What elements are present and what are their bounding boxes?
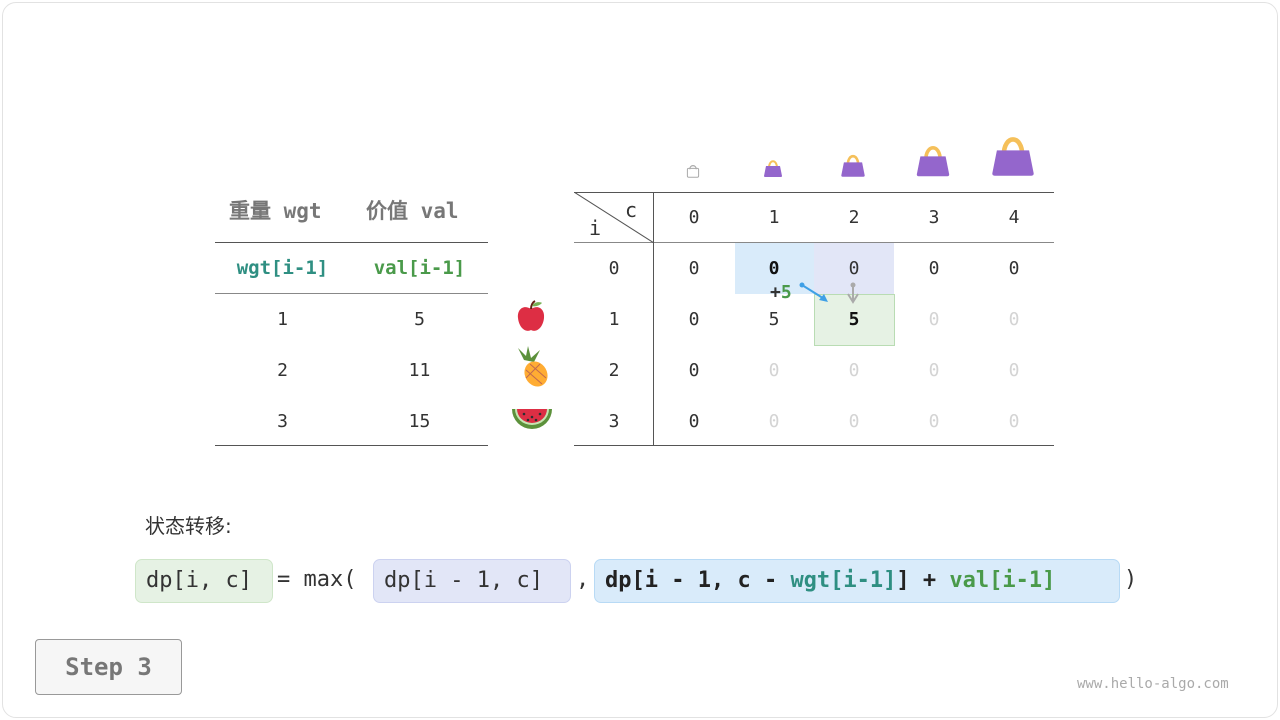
bag-capacity-1-icon xyxy=(764,160,782,177)
dp-cell: 0 xyxy=(688,360,700,381)
transition-arrows xyxy=(799,282,859,304)
option2-val: val[i-1] xyxy=(949,568,1056,593)
comma: , xyxy=(576,567,590,592)
row-header: 3 xyxy=(608,411,620,432)
table-cell: 1 xyxy=(277,309,288,330)
row-header: 0 xyxy=(608,258,620,279)
subheader-val: val[i-1] xyxy=(373,257,466,279)
table-cell: 2 xyxy=(277,360,288,381)
bag-capacity-0-icon xyxy=(686,165,700,178)
col-header: 3 xyxy=(928,207,940,228)
dp-cell: 0 xyxy=(1008,258,1020,279)
dp-cell: 0 xyxy=(848,258,860,279)
dp-cell: 0 xyxy=(688,309,700,330)
table-cell: 15 xyxy=(408,411,431,432)
corner-diagonal xyxy=(574,192,654,243)
dp-cell: 0 xyxy=(928,360,940,381)
dp-cell: 0 xyxy=(768,360,780,381)
table-cell: 11 xyxy=(408,360,431,381)
col-header: 1 xyxy=(768,207,780,228)
header-weight: 重量 wgt xyxy=(229,199,322,223)
option2-wgt: wgt[i-1] xyxy=(790,568,897,593)
highlight-target-cell xyxy=(814,294,895,346)
dp-cell: 0 xyxy=(688,411,700,432)
divider xyxy=(574,445,1054,446)
divider xyxy=(574,242,1054,243)
dp-cell: 0 xyxy=(928,411,940,432)
dp-cell: 0 xyxy=(1008,411,1020,432)
plus-value-label: +5 xyxy=(770,282,792,303)
col-header: 0 xyxy=(688,207,700,228)
bag-capacity-3-icon xyxy=(916,146,950,177)
header-value: 价值 val xyxy=(366,199,459,223)
row-header: 1 xyxy=(608,309,620,330)
transition-label: 状态转移: xyxy=(145,514,232,538)
row-header: 2 xyxy=(608,360,620,381)
dp-cell: 0 xyxy=(1008,360,1020,381)
bag-capacity-2-icon xyxy=(841,154,865,177)
dp-cell: 5 xyxy=(848,309,860,330)
divider xyxy=(215,242,488,243)
table-cell: 5 xyxy=(414,309,425,330)
dp-cell: 0 xyxy=(928,309,940,330)
dp-cell: 0 xyxy=(768,258,780,279)
dp-cell: 0 xyxy=(848,411,860,432)
dp-cell: 0 xyxy=(1008,309,1020,330)
close-paren: ) xyxy=(1124,567,1138,592)
divider xyxy=(574,192,1054,193)
corner-i: i xyxy=(589,216,602,240)
divider xyxy=(215,445,488,446)
option1-box: dp[i - 1, c] xyxy=(373,559,571,603)
col-header: 4 xyxy=(1008,207,1020,228)
pineapple-icon xyxy=(518,346,548,387)
divider xyxy=(653,192,654,446)
eq-max: = max( xyxy=(277,567,357,592)
divider xyxy=(215,293,488,294)
dp-cell: 5 xyxy=(768,309,780,330)
watermelon-icon xyxy=(512,409,552,429)
option2-box: dp[i - 1, c - wgt[i-1]] + val[i-1] xyxy=(594,559,1120,603)
dp-cell: 0 xyxy=(768,411,780,432)
table-cell: 3 xyxy=(277,411,288,432)
dp-cell: 0 xyxy=(928,258,940,279)
apple-icon xyxy=(517,300,545,331)
col-header: 2 xyxy=(848,207,860,228)
dp-cell: 0 xyxy=(688,258,700,279)
option2-part: dp[i - 1, c - xyxy=(605,568,791,593)
watermark: www.hello-algo.com xyxy=(1077,676,1229,692)
step-button[interactable]: Step 3 xyxy=(35,639,182,695)
option2-part: ] + xyxy=(896,568,950,593)
plus-sign: + xyxy=(770,282,781,303)
corner-c: c xyxy=(625,198,638,222)
subheader-wgt: wgt[i-1] xyxy=(236,257,329,279)
lhs-box: dp[i, c] xyxy=(135,559,273,603)
bag-capacity-4-icon xyxy=(992,137,1034,176)
dp-cell: 0 xyxy=(848,360,860,381)
plus-value: 5 xyxy=(780,282,792,303)
